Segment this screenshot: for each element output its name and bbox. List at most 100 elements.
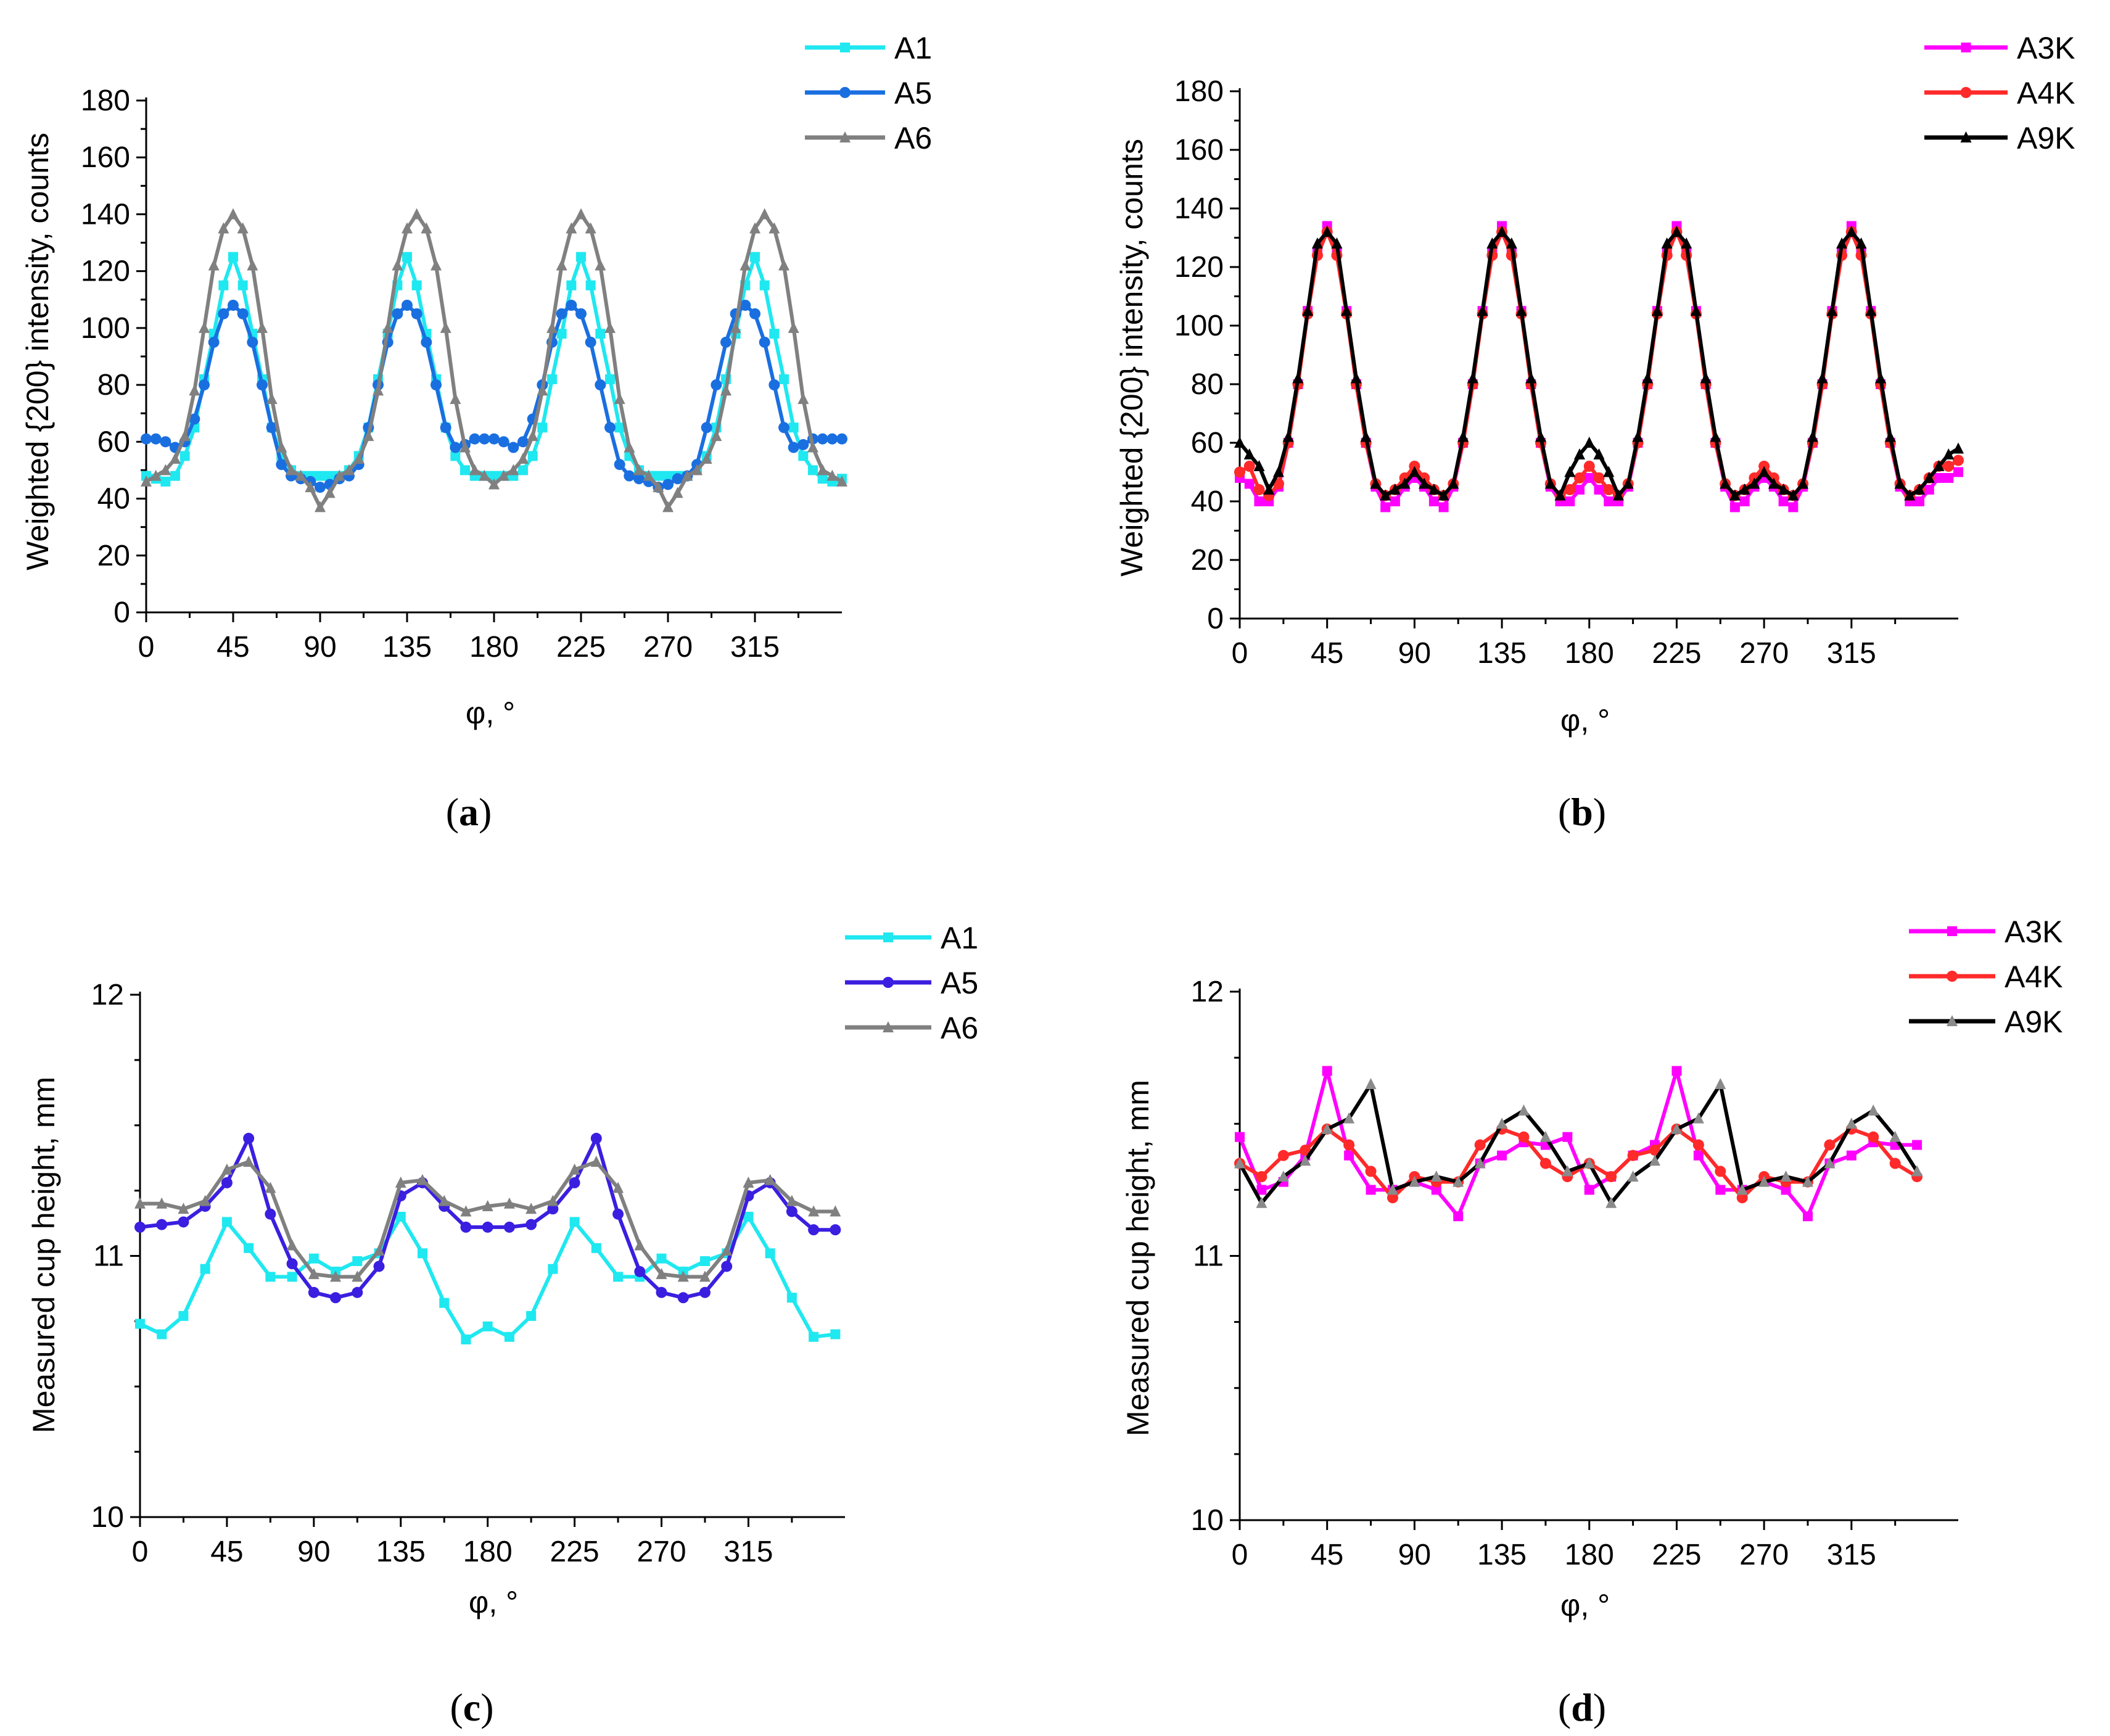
panel-d-x-tick-label-135: 135 [1477,1539,1527,1571]
panel-d-series-a9k-point [1671,1122,1683,1134]
panel-c-series-a1-point [591,1243,601,1253]
panel-b-series-a4k-point [1243,461,1255,472]
panel-c-series-a6-point [265,1182,276,1193]
panel-a-series-a1-point [527,451,538,461]
panel-d-series-a9k-point [1649,1154,1661,1166]
panel-a-series-a5-point [778,422,789,434]
panel-d-series-a4k-point [1343,1139,1355,1151]
panel-b-series-a9k-point [1486,237,1498,249]
panel-a-series-a6-point [498,469,509,481]
panel-d-series-a9k-point [1758,1175,1770,1187]
panel-b-series-a9k-point [1525,372,1537,384]
panel-b-series-a9k-point [1826,305,1838,316]
panel-a-series-a5-point [440,422,451,434]
panel-a-series-a6-point [604,321,616,333]
panel-c-series-a6-point [569,1163,580,1175]
panel-c-series-a5-point [721,1261,733,1272]
panel-a-series-a1-point [808,465,818,475]
panel-a-series-a6-point [836,475,847,487]
panel-a-series-a6-point [305,481,316,493]
panel-b-series-a9k-point [1642,372,1654,384]
panel-a-series-a1-point [750,252,760,262]
panel-b-series-a9k-point [1884,430,1896,442]
panel-a-series-a6-point [353,453,365,464]
panel-a-y-tick-label-60: 60 [97,426,130,458]
panel-d-series-a3k-point [1912,1140,1922,1150]
panel-c-data-layer [134,1132,841,1345]
panel-a-y-tick-label-40: 40 [97,483,130,516]
panel-b-legend-symbol-a4k [1924,87,2008,98]
panel-c-series-a6-point [439,1195,450,1206]
panel-a-series-a6-point [440,321,451,333]
panel-d-x-tick-label-180: 180 [1565,1539,1614,1571]
panel-b-series-a9k-point [1836,237,1848,249]
panel-b-series-a9k-point [1311,237,1323,249]
panel-c-series-a1-point [221,1217,232,1227]
panel-c-series-a5-point [373,1261,385,1272]
panel-d-series-a9k-point [1583,1157,1595,1169]
panel-a-series-a6-point [720,384,731,396]
panel-b-series-a4k-point [1234,466,1245,478]
panel-c-series-a5-point [134,1221,146,1233]
panel-a-series-a6-point [807,441,818,453]
panel-a-series-a1-point [518,465,528,475]
panel-c-series-a5-point [503,1221,515,1233]
panel-a-series-a6-point [585,222,596,234]
panel-c-series-a1-point [157,1329,167,1339]
panel-d-series-a9k-point [1430,1170,1442,1182]
panel-c-series-a6-point [808,1205,820,1217]
panel-d-y-tick-label-10: 10 [1191,1504,1224,1537]
panel-c-series-a1-point [439,1298,450,1308]
panel-b-series-a9k-point [1321,226,1333,237]
panel-a-x-tick-label-315: 315 [730,631,780,664]
panel-c-legend-a1-marker [883,932,893,942]
panel-b-series-a9k-point [1272,466,1284,477]
panel-a-series-a5-point [392,308,403,319]
panel-d-series-a9k-point [1715,1077,1726,1089]
panel-c-series-a1-point [809,1331,819,1342]
panel-c-series-a1-point [504,1331,514,1342]
panel-c-series-a5-point [330,1292,342,1304]
panel-b-series-a9k-point [1389,483,1401,495]
panel-a-legend-symbol-a5 [805,87,885,98]
panel-a-series-a5-point [508,442,519,453]
panel-a-y-tick-label-80: 80 [97,369,130,401]
panel-c-x-tick-label-45: 45 [210,1536,243,1568]
panel-c-series-a6-point [634,1239,646,1251]
panel-d-series-a9k-point [1780,1170,1792,1182]
panel-d-y-tick-label-12: 12 [1191,976,1224,1008]
panel-b-y-tick-label-180: 180 [1174,75,1224,108]
panel-b-series-a3k-point [1575,485,1585,495]
panel-b-series-a3k-point [1953,467,1963,477]
panel-b-data-layer [1234,221,1964,512]
panel-c-series-a6-point [221,1163,233,1175]
panel-a-series-a6-point [730,321,741,333]
panel-b-series-a9k-point [1720,477,1731,489]
panel-b-series-a3k-point [1729,502,1740,512]
panel-d-x-tick-label-90: 90 [1398,1539,1431,1571]
panel-b-series-a9k-point [1700,372,1712,384]
panel-d-legend-symbol-a4k [1909,971,1995,982]
panel-d-series-a4k-point [1715,1166,1726,1177]
panel-c-series-a6-point [156,1197,168,1209]
panel-c-series-a1-point [395,1211,406,1222]
panel-a-series-a5-point [266,422,278,434]
panel-a-series-a6-point [517,453,529,464]
panel-b-series-a9k-point [1477,305,1488,316]
panel-d-legend-a3k-marker [1947,926,1957,936]
panel-b-series-a9k-point [1302,305,1314,316]
panel-a-series-a6-point [682,469,693,481]
panel-b-series-a3k-point [1914,496,1925,506]
panel-a-series-a6-point [276,441,287,453]
panel-c-series-a1-point [743,1211,754,1222]
panel-a-series-a5-point [247,336,258,348]
panel-a-series-a6-point [431,259,442,271]
panel-d-legend: A3K A4K A9K [1909,915,2063,1039]
panel-a-series-a6-point [170,453,181,464]
panel-c-y-tick-label-10: 10 [91,1501,124,1534]
panel-c-series-a5-point [460,1221,472,1233]
panel-b-y-tick-label-60: 60 [1191,427,1224,459]
panel-b-series-a4k-point [1593,472,1605,483]
panel-a-series-a5-point [517,436,529,448]
panel-d-legend-symbol-a3k [1909,926,1995,936]
